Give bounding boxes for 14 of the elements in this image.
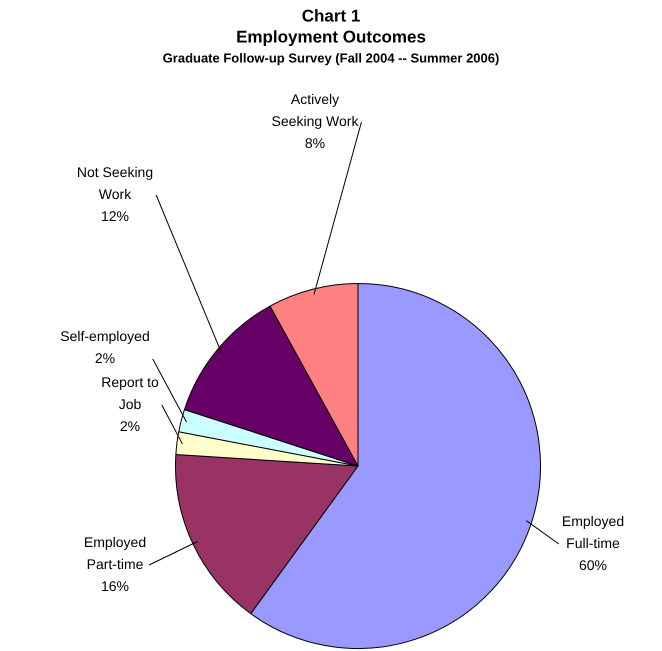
data-label: 12%: [100, 208, 130, 224]
slice-label: Actively Seeking Work: [272, 90, 360, 129]
slice-label: Report to Job: [101, 374, 160, 412]
data-label: 16%: [100, 578, 130, 594]
slice-label: Self-employed: [60, 328, 150, 344]
data-label: 2%: [94, 350, 116, 366]
slice-label: Employed Part-time: [84, 534, 146, 572]
data-label: 2%: [120, 418, 140, 434]
data-label: 60%: [578, 556, 608, 573]
chart-subtitle: Graduate Follow-up Survey (Fall 2004 -- Summer 2006): [162, 50, 500, 66]
chart-title: Chart 1 Employment Outcomes: [236, 6, 426, 47]
data-label: 8%: [304, 134, 326, 151]
slice-label: Employed Full-time: [562, 512, 624, 551]
slice-label: Not Seeking Work: [76, 164, 154, 202]
